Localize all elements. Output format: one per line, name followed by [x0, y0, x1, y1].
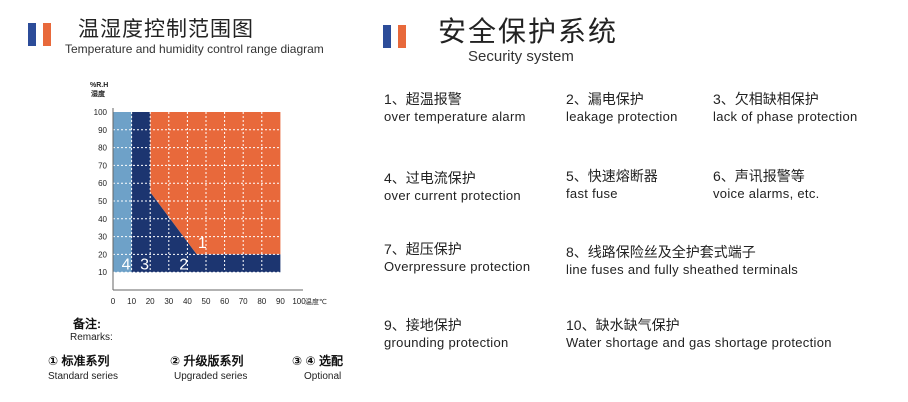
remarks-heading-zh: 备注: [73, 317, 101, 331]
remark-optional-en: Optional [304, 371, 342, 382]
y-tick-label: 40 [98, 215, 107, 224]
security-title-zh: 安全保护系统 [438, 16, 619, 47]
flag-icon-left [28, 23, 51, 46]
security-item: 6、声讯报警等 voice alarms, etc. [713, 167, 820, 203]
security-item: 5、快速熔断器 fast fuse [566, 167, 658, 203]
security-item-en: over temperature alarm [384, 109, 526, 124]
security-item: 2、漏电保护 leakage protection [566, 90, 678, 126]
security-item: 3、欠相缺相保护 lack of phase protection [713, 90, 858, 126]
y-tick-label: 100 [94, 108, 108, 117]
security-item: 8、线路保险丝及全护套式端子 line fuses and fully shea… [566, 243, 798, 279]
region-label: 1 [198, 235, 207, 252]
chart-title-zh: 温湿度控制范围图 [78, 18, 254, 41]
security-item: 1、超温报警 over temperature alarm [384, 90, 526, 126]
y-tick-label: 50 [98, 197, 107, 206]
remarks-heading-en: Remarks: [70, 332, 113, 343]
x-tick-label: 100 [292, 297, 306, 306]
y-tick-label: 80 [98, 144, 107, 153]
region-3 [131, 254, 151, 273]
x-tick-label: 30 [164, 297, 173, 306]
remark-optional: ③ ④ 选配 Optional [292, 352, 343, 382]
security-item-zh: 9、接地保护 [384, 317, 462, 333]
security-item: 4、过电流保护 over current protection [384, 169, 521, 205]
security-item-zh: 6、声讯报警等 [713, 168, 805, 184]
flag-icon-right [383, 25, 406, 48]
remark-upgraded-zh: ② 升级版系列 [170, 354, 244, 368]
x-tick-label: 80 [257, 297, 266, 306]
security-item-en: Water shortage and gas shortage protecti… [566, 335, 832, 350]
remarks-heading: 备注: Remarks: [70, 315, 113, 343]
region-label: 2 [179, 256, 188, 273]
x-axis-label: 温度℃ [305, 297, 327, 306]
security-item-en: over current protection [384, 188, 521, 203]
security-item-en: leakage protection [566, 109, 678, 124]
remark-upgraded: ② 升级版系列 Upgraded series [170, 352, 247, 382]
x-tick-label: 70 [239, 297, 248, 306]
security-item-zh: 7、超压保护 [384, 241, 462, 257]
y-tick-label: 70 [98, 161, 107, 170]
y-tick-label: 10 [98, 268, 107, 277]
security-item-en: Overpressure protection [384, 259, 531, 274]
x-tick-label: 10 [127, 297, 136, 306]
remark-standard: ① 标准系列 Standard series [48, 352, 118, 382]
security-item-zh: 1、超温报警 [384, 91, 462, 107]
y-axis-label: %R.H [90, 82, 108, 89]
security-item-zh: 10、缺水缺气保护 [566, 317, 680, 333]
y-tick-label: 30 [98, 233, 107, 242]
x-tick-label: 90 [276, 297, 285, 306]
security-item-en: lack of phase protection [713, 109, 858, 124]
region-label: 4 [122, 256, 131, 273]
y-tick-label: 60 [98, 179, 107, 188]
remark-standard-en: Standard series [48, 371, 119, 382]
control-range-chart: 0 10 20 30 40 50 60 70 80 90 100 10 20 30 40 50 60 70 80 90… [90, 82, 327, 306]
security-item-en: fast fuse [566, 186, 618, 201]
region-4 [113, 112, 132, 273]
y-tick-label: 20 [98, 250, 107, 259]
region-label: 3 [140, 256, 149, 273]
remark-standard-zh: ① 标准系列 [48, 354, 110, 368]
x-tick-label: 0 [111, 297, 116, 306]
chart-title-en: Temperature and humidity control range d… [65, 42, 324, 56]
security-item-en: line fuses and fully sheathed terminals [566, 262, 799, 277]
x-tick-label: 40 [183, 297, 192, 306]
security-item-en: grounding protection [384, 335, 509, 350]
remark-upgraded-en: Upgraded series [174, 371, 248, 382]
security-item-zh: 2、漏电保护 [566, 91, 644, 107]
security-item-en: voice alarms, etc. [713, 186, 820, 201]
security-item: 10、缺水缺气保护 Water shortage and gas shortag… [566, 316, 832, 352]
security-item: 7、超压保护 Overpressure protection [384, 240, 530, 276]
security-item-zh: 8、线路保险丝及全护套式端子 [566, 244, 756, 260]
security-item-zh: 3、欠相缺相保护 [713, 91, 819, 107]
security-title-en: Security system [468, 48, 574, 65]
x-tick-label: 60 [220, 297, 229, 306]
x-tick-label: 20 [146, 297, 155, 306]
security-item-zh: 5、快速熔断器 [566, 168, 658, 184]
x-tick-label: 50 [202, 297, 211, 306]
y-tick-label: 90 [98, 126, 107, 135]
security-item: 9、接地保护 grounding protection [384, 316, 509, 352]
remark-optional-zh: ③ ④ 选配 [292, 354, 343, 368]
security-item-zh: 4、过电流保护 [384, 170, 476, 186]
y-axis-label-zh: 湿度 [91, 89, 106, 98]
